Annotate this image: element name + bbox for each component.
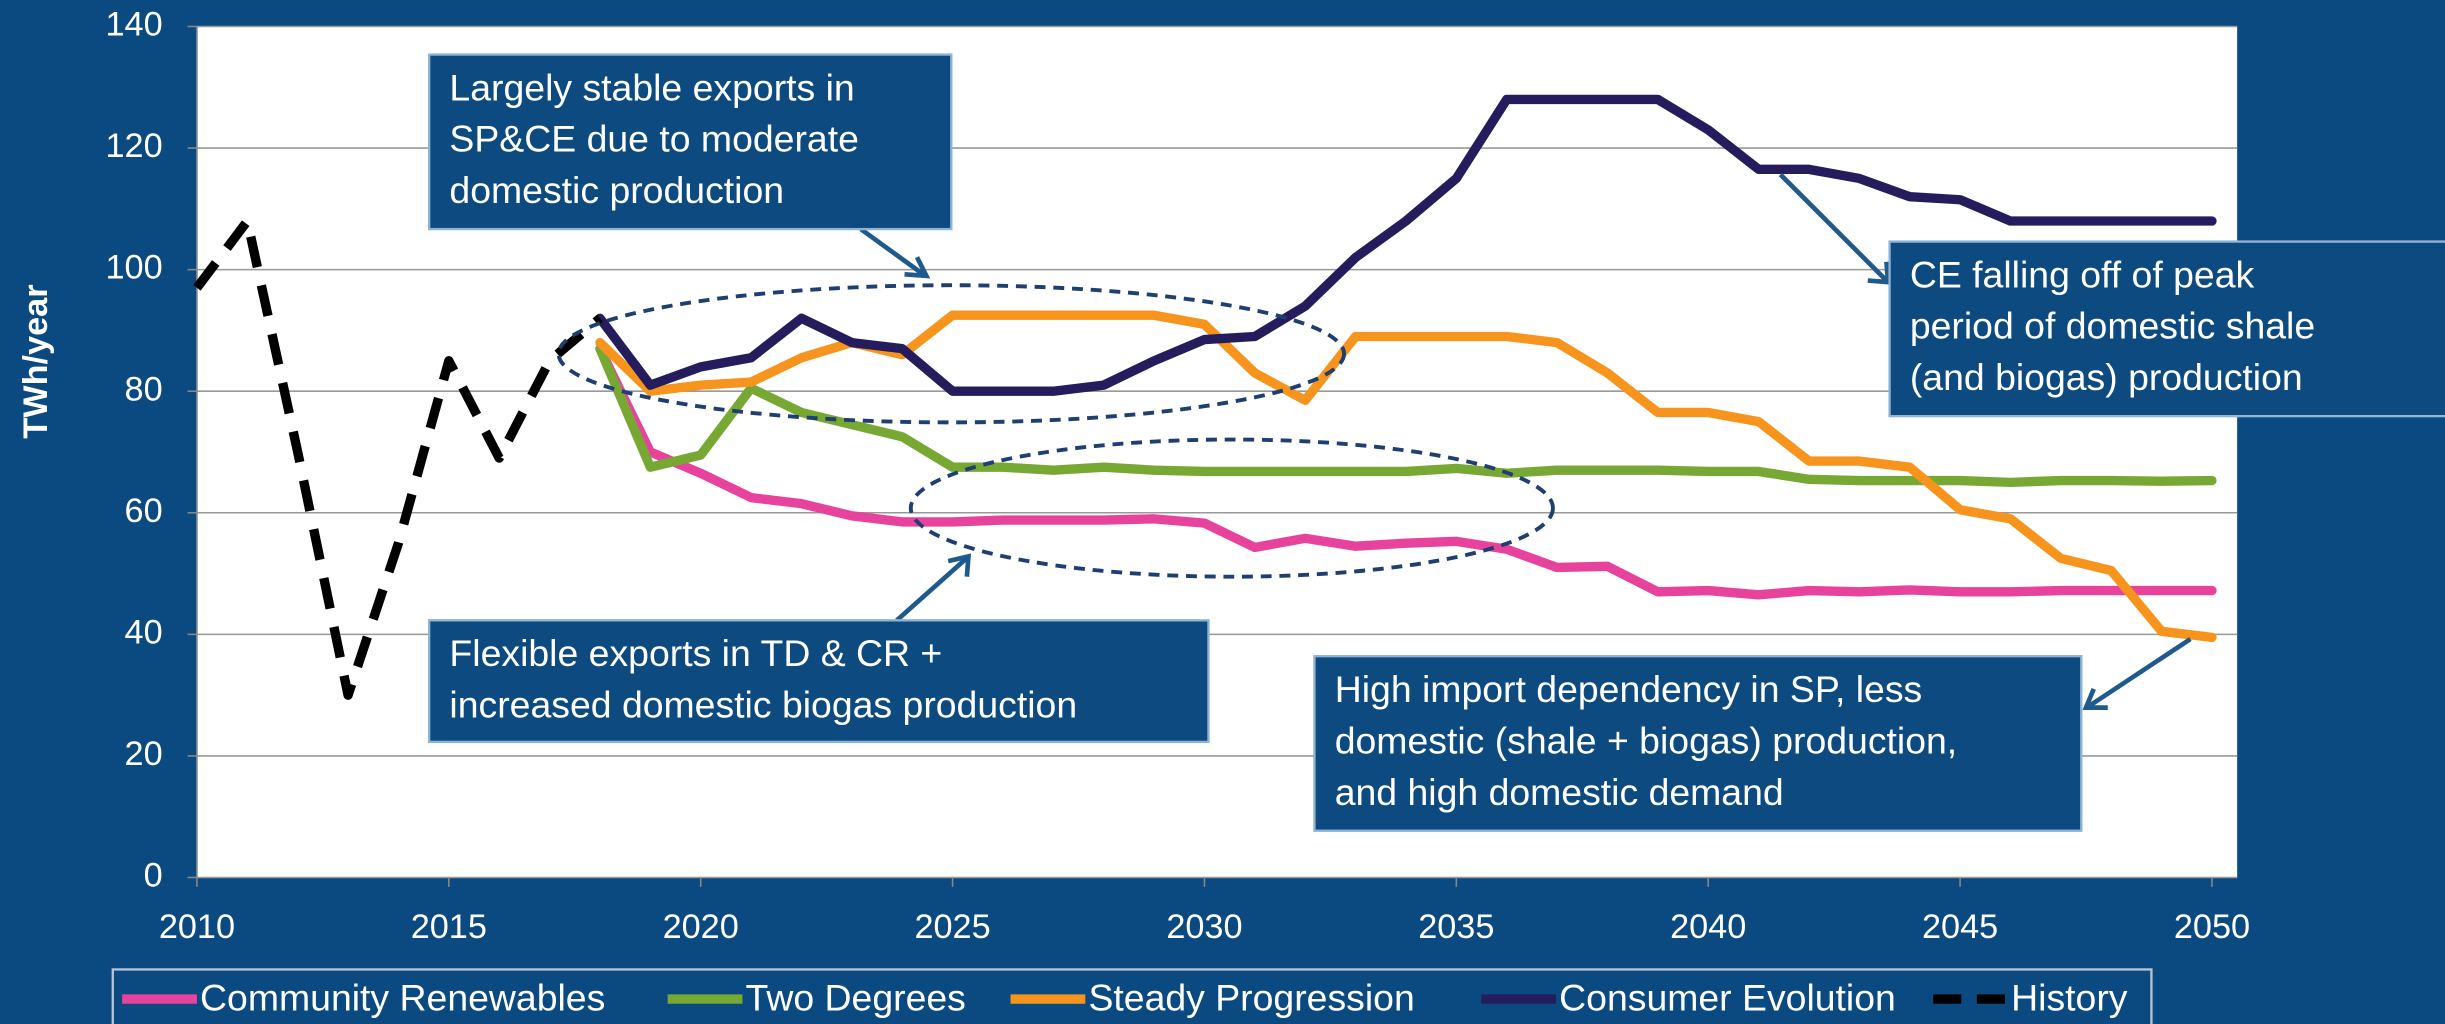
x-tick-label: 2015 <box>411 908 487 946</box>
annotation-text: High import dependency in SP, less <box>1335 668 1923 710</box>
legend-box <box>111 968 2153 1024</box>
x-tick-label: 2050 <box>2174 908 2250 946</box>
callout-ellipse <box>556 283 1347 425</box>
legend-label: Community Renewables <box>200 976 605 1018</box>
annotation-text: Flexible exports in TD & CR + <box>449 632 942 674</box>
legend-label: Consumer Evolution <box>1559 976 1896 1018</box>
legend-label: History <box>2011 976 2128 1018</box>
annotation-box <box>428 619 1210 744</box>
annotation-text: Largely stable exports in <box>449 66 854 108</box>
x-tick-label: 2030 <box>1166 908 1242 946</box>
legend: Community Renewables Two Degrees Steady Pr… <box>122 976 2128 1018</box>
x-tick-label: 2025 <box>914 908 990 946</box>
annotation-box <box>1313 655 2083 832</box>
legend-label: Steady Progression <box>1088 976 1414 1018</box>
annotation-text: CE falling off of peak <box>1910 253 2255 295</box>
y-tick-label: 140 <box>105 6 162 44</box>
legend-label: Two Degrees <box>746 976 966 1018</box>
series-lines <box>193 94 2217 700</box>
annotation-text: and high domestic demand <box>1335 771 1784 813</box>
annotation-text: increased domestic biogas production <box>449 683 1077 725</box>
annotation-box <box>1888 240 2445 418</box>
series-line <box>595 343 2217 600</box>
x-tick-label: 2045 <box>1922 908 1998 946</box>
annotation-text: SP&CE due to moderate <box>449 118 858 160</box>
series-line <box>595 94 2217 396</box>
x-tick-label: 2040 <box>1670 908 1746 946</box>
annotation-text: period of domestic shale <box>1910 305 2315 347</box>
annotation-box <box>428 53 953 231</box>
y-tick-label: 0 <box>144 857 163 895</box>
annotation-text: (and biogas) production <box>1910 356 2303 398</box>
y-tick-label: 100 <box>105 249 162 287</box>
series-line <box>193 216 603 700</box>
y-tick-label: 20 <box>125 735 163 773</box>
x-tick-label: 2035 <box>1418 908 1494 946</box>
callout-ellipse <box>908 437 1555 579</box>
x-tick-label: 2020 <box>663 908 739 946</box>
y-tick-label: 60 <box>125 492 163 530</box>
annotation-text: domestic (shale + biogas) production, <box>1335 719 1957 761</box>
y-tick-label: 40 <box>125 613 163 651</box>
y-axis-label: TWh/year <box>17 284 55 438</box>
arrows <box>859 172 2192 710</box>
series-line <box>595 343 2217 488</box>
x-tick-label: 2010 <box>159 908 235 946</box>
y-tick-label: 120 <box>105 127 162 165</box>
annotations: Largely stable exports in SP&CE due to mo… <box>428 53 2445 832</box>
annotation-text: domestic production <box>449 169 784 211</box>
y-tick-label: 80 <box>125 370 163 408</box>
